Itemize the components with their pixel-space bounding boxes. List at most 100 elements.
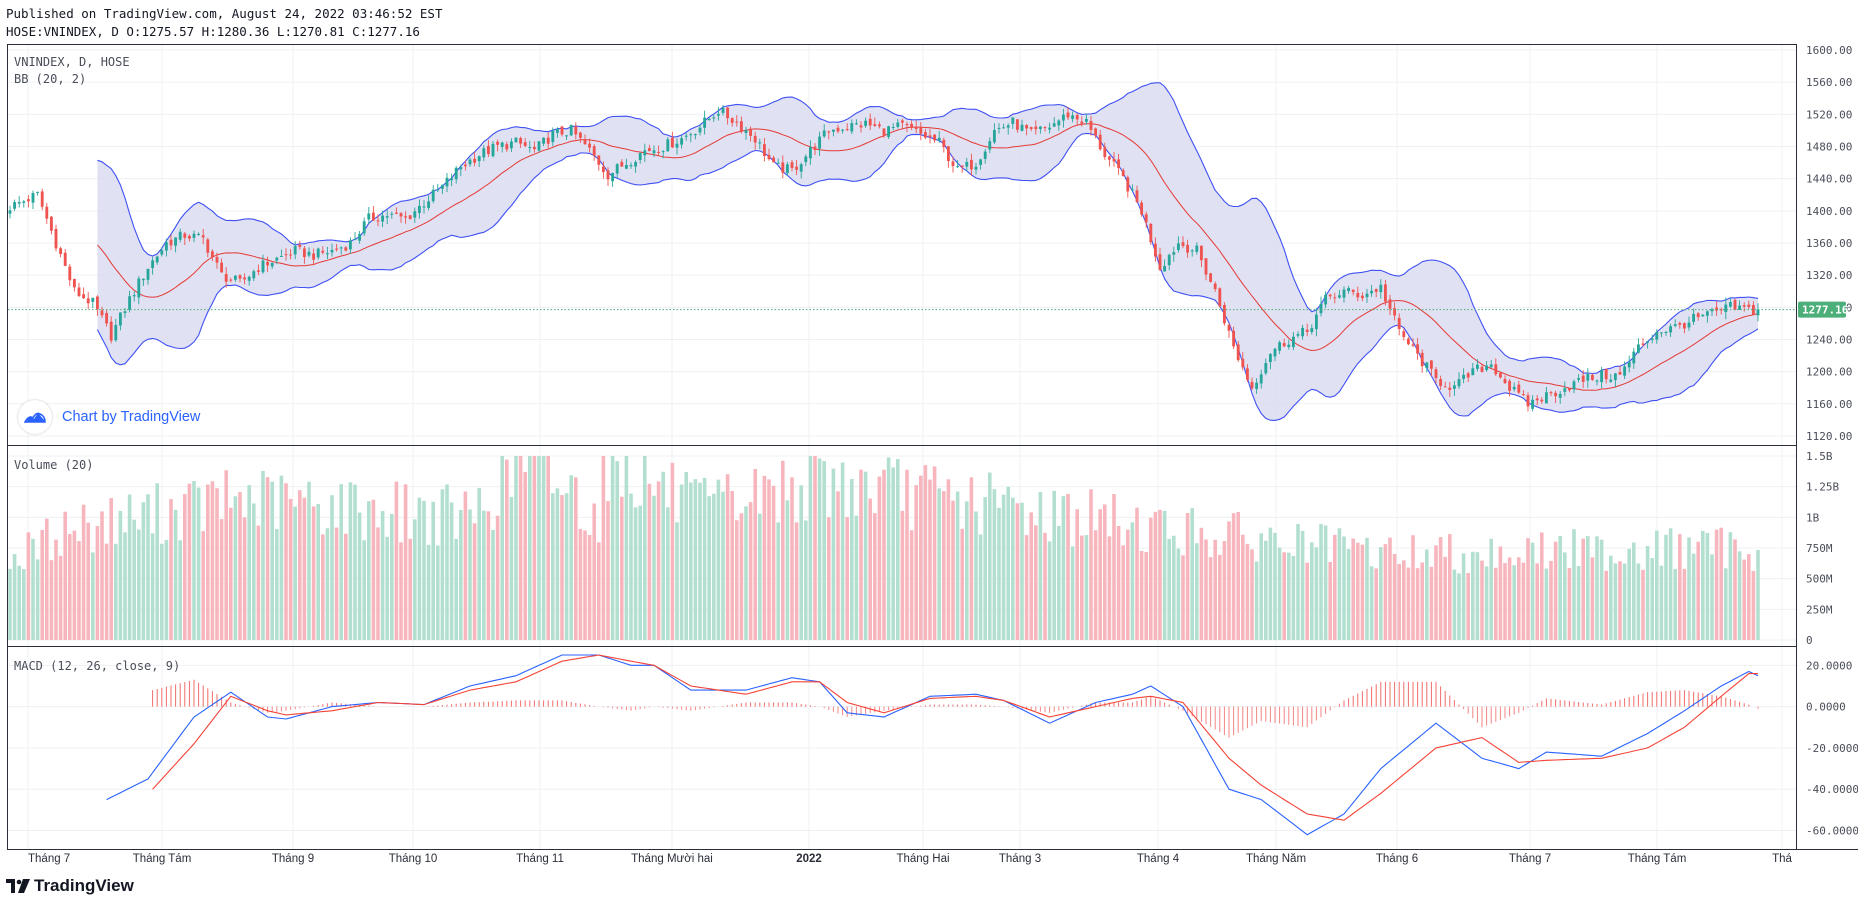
time-tick-label: Tháng 7 bbox=[1509, 853, 1551, 865]
volume-bar bbox=[403, 484, 408, 640]
time-tick-label: Tháng 6 bbox=[1376, 853, 1418, 865]
candle-body bbox=[597, 155, 601, 165]
candle-body bbox=[652, 150, 656, 154]
volume-bar bbox=[932, 466, 937, 640]
candle-body bbox=[1052, 123, 1056, 127]
volume-bar bbox=[1121, 545, 1125, 640]
candle-body bbox=[1015, 119, 1019, 130]
candle-body bbox=[1448, 387, 1452, 390]
footer-logo-text: TradingView bbox=[34, 876, 134, 895]
candle-body bbox=[399, 213, 403, 217]
volume-bar bbox=[1461, 553, 1466, 640]
tradingview-logo[interactable]: TradingView bbox=[6, 876, 134, 896]
candle-body bbox=[1402, 331, 1406, 338]
volume-bar bbox=[620, 496, 624, 640]
volume-bar bbox=[551, 493, 555, 640]
volume-bar bbox=[1751, 570, 1756, 640]
volume-bar bbox=[656, 481, 661, 640]
volume-bar bbox=[693, 479, 698, 640]
candle-body bbox=[1268, 354, 1272, 363]
price-tick-label: 1240.00 bbox=[1806, 333, 1852, 346]
candle-body bbox=[431, 189, 435, 202]
volume-bar bbox=[1609, 555, 1613, 640]
candle-body bbox=[247, 276, 251, 281]
candle-body bbox=[1673, 324, 1677, 326]
volume-bar bbox=[1310, 542, 1314, 640]
volume-bar bbox=[468, 509, 472, 640]
volume-bar bbox=[77, 541, 81, 640]
volume-bar bbox=[1535, 563, 1539, 640]
volume-bar bbox=[1540, 532, 1544, 640]
volume-bar bbox=[1724, 568, 1728, 640]
candle-body bbox=[1420, 352, 1424, 367]
candle-body bbox=[1057, 120, 1061, 126]
price-tick-label: 1440.00 bbox=[1806, 173, 1852, 186]
candle-body bbox=[100, 310, 104, 316]
volume-bar bbox=[118, 510, 123, 640]
candle-body bbox=[210, 251, 214, 258]
chart-by-tradingview[interactable]: Chart by TradingView bbox=[18, 400, 200, 434]
candle-body bbox=[486, 145, 490, 154]
candle-body bbox=[749, 128, 753, 136]
candle-body bbox=[1604, 368, 1608, 380]
volume-bar bbox=[1130, 522, 1135, 640]
volume-bar bbox=[436, 545, 440, 640]
volume-bar bbox=[1714, 529, 1719, 640]
volume-tick-label: 0 bbox=[1806, 634, 1813, 647]
volume-bar bbox=[229, 507, 233, 640]
bb-indicator-label: BB (20, 2) bbox=[14, 72, 86, 86]
candle-body bbox=[818, 136, 822, 149]
volume-bar bbox=[1070, 546, 1075, 640]
candle-body bbox=[1563, 388, 1567, 392]
volume-bar bbox=[413, 519, 417, 640]
volume-bar bbox=[104, 543, 109, 640]
volume-bar bbox=[1020, 502, 1024, 640]
candle-body bbox=[358, 233, 362, 241]
candle-body bbox=[26, 199, 30, 202]
price-tick-label: 1360.00 bbox=[1806, 237, 1852, 250]
price-tick-label: 1600.00 bbox=[1806, 44, 1852, 57]
volume-bar bbox=[1429, 566, 1434, 640]
volume-bar bbox=[1066, 493, 1070, 640]
time-tick-label: Tháng 3 bbox=[999, 853, 1041, 865]
volume-bar bbox=[1116, 526, 1121, 640]
volume-bar bbox=[1222, 541, 1227, 640]
candle-body bbox=[1480, 366, 1484, 372]
volume-bar bbox=[449, 502, 454, 640]
candle-body bbox=[505, 144, 509, 150]
volume-bar bbox=[1167, 538, 1171, 640]
candle-body bbox=[537, 141, 541, 151]
published-line: Published on TradingView.com, August 24,… bbox=[6, 6, 443, 21]
volume-bar bbox=[242, 517, 247, 640]
candle-body bbox=[560, 126, 564, 135]
volume-bar bbox=[367, 501, 371, 640]
candle-body bbox=[1682, 323, 1686, 329]
candle-body bbox=[680, 138, 684, 145]
candle-body bbox=[1227, 324, 1231, 331]
volume-bar bbox=[1172, 535, 1176, 640]
volume-bar bbox=[210, 481, 215, 640]
candle-body bbox=[647, 148, 651, 152]
volume-bar bbox=[192, 481, 196, 640]
candle-body bbox=[1296, 334, 1300, 336]
volume-bar bbox=[909, 530, 914, 640]
volume-bar bbox=[1383, 544, 1388, 640]
volume-bar bbox=[1664, 534, 1668, 640]
volume-bar bbox=[256, 525, 261, 640]
candle-body bbox=[620, 161, 624, 167]
time-tick-label: Tháng 10 bbox=[389, 853, 438, 865]
candle-body bbox=[1061, 114, 1065, 121]
candle-body bbox=[256, 270, 260, 272]
candle-body bbox=[555, 128, 559, 133]
volume-bar bbox=[1015, 503, 1020, 640]
time-tick-label: Tháng Tám bbox=[133, 853, 192, 865]
candle-body bbox=[730, 118, 734, 123]
macd-line bbox=[106, 654, 1759, 836]
candle-body bbox=[1314, 314, 1318, 330]
candle-body bbox=[1627, 361, 1631, 368]
bb-fill bbox=[97, 82, 1758, 421]
volume-bar bbox=[997, 507, 1001, 640]
candle-body bbox=[36, 191, 40, 193]
candle-body bbox=[1567, 388, 1571, 391]
